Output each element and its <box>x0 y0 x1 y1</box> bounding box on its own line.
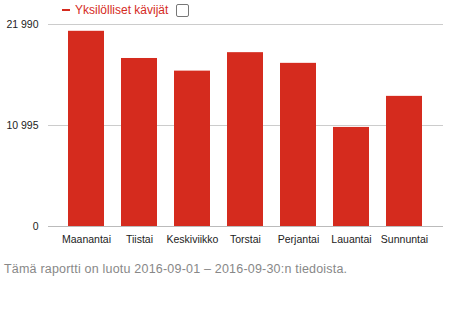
svg-text:Sunnuntai: Sunnuntai <box>381 233 428 245</box>
svg-text:Torstai: Torstai <box>230 233 261 245</box>
svg-text:10 995: 10 995 <box>6 119 38 131</box>
svg-text:Tiistai: Tiistai <box>126 233 153 245</box>
html-text:Yksilölliset kävijät: Yksilölliset kävijät <box>75 3 169 17</box>
svg-text:Maanantai: Maanantai <box>62 233 111 245</box>
svg-text:0: 0 <box>33 220 39 232</box>
svg-text:Lauantai: Lauantai <box>331 233 371 245</box>
svg-text:21 990: 21 990 <box>6 20 38 30</box>
svg-text:Perjantai: Perjantai <box>278 233 319 245</box>
html-text:Tämä raportti on luotu 2016-09: Tämä raportti on luotu 2016-09-01 – 2016… <box>4 262 348 276</box>
svg-text:Keskiviikko: Keskiviikko <box>167 233 219 245</box>
